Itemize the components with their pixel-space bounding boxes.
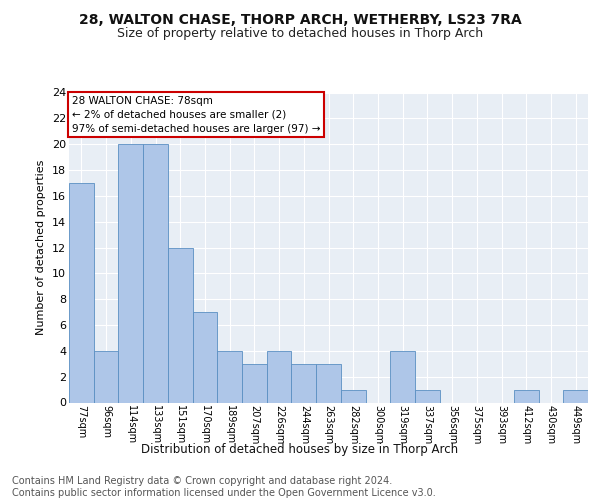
Bar — [267, 351, 292, 403]
Bar — [514, 390, 539, 402]
Bar — [415, 390, 440, 402]
Text: Contains HM Land Registry data © Crown copyright and database right 2024.
Contai: Contains HM Land Registry data © Crown c… — [12, 476, 436, 498]
Bar — [69, 183, 94, 402]
Bar — [563, 390, 588, 402]
Bar — [341, 390, 365, 402]
Text: 28, WALTON CHASE, THORP ARCH, WETHERBY, LS23 7RA: 28, WALTON CHASE, THORP ARCH, WETHERBY, … — [79, 12, 521, 26]
Bar — [242, 364, 267, 403]
Bar — [94, 351, 118, 403]
Bar — [168, 248, 193, 402]
Bar — [143, 144, 168, 403]
Bar — [390, 351, 415, 403]
Text: 28 WALTON CHASE: 78sqm
← 2% of detached houses are smaller (2)
97% of semi-detac: 28 WALTON CHASE: 78sqm ← 2% of detached … — [71, 96, 320, 134]
Bar — [193, 312, 217, 402]
Bar — [217, 351, 242, 403]
Text: Size of property relative to detached houses in Thorp Arch: Size of property relative to detached ho… — [117, 28, 483, 40]
Bar — [292, 364, 316, 403]
Text: Distribution of detached houses by size in Thorp Arch: Distribution of detached houses by size … — [142, 442, 458, 456]
Bar — [118, 144, 143, 403]
Bar — [316, 364, 341, 403]
Y-axis label: Number of detached properties: Number of detached properties — [37, 160, 46, 335]
